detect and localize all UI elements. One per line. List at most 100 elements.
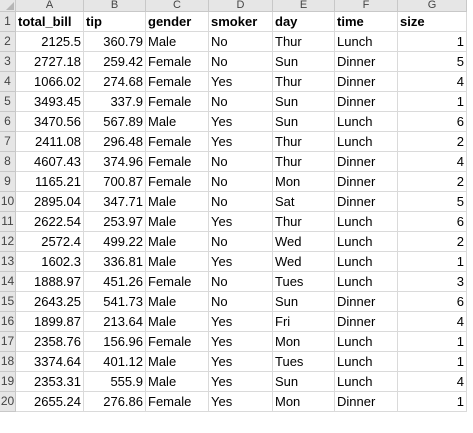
row-header[interactable]: 12 xyxy=(0,232,16,252)
cell-smoker[interactable]: Yes xyxy=(209,352,273,372)
cell-total-bill[interactable]: 2727.18 xyxy=(16,52,84,72)
cell-time[interactable]: Dinner xyxy=(335,52,398,72)
cell-total-bill[interactable]: 2572.4 xyxy=(16,232,84,252)
cell-gender[interactable]: Female xyxy=(146,132,209,152)
cell-gender[interactable]: Male xyxy=(146,212,209,232)
cell-day[interactable]: Thur xyxy=(273,32,335,52)
cell-size[interactable]: 2 xyxy=(398,232,467,252)
header-cell-total-bill[interactable]: total_bill xyxy=(16,12,84,32)
select-all-button[interactable] xyxy=(0,0,16,12)
cell-size[interactable]: 5 xyxy=(398,192,467,212)
cell-size[interactable]: 4 xyxy=(398,152,467,172)
header-cell-gender[interactable]: gender xyxy=(146,12,209,32)
header-cell-size[interactable]: size xyxy=(398,12,467,32)
row-header[interactable]: 7 xyxy=(0,132,16,152)
cell-gender[interactable]: Female xyxy=(146,272,209,292)
column-header-g[interactable]: G xyxy=(398,0,467,12)
cell-size[interactable]: 1 xyxy=(398,92,467,112)
cell-tip[interactable]: 374.96 xyxy=(84,152,146,172)
cell-smoker[interactable]: Yes xyxy=(209,392,273,412)
cell-tip[interactable]: 253.97 xyxy=(84,212,146,232)
cell-day[interactable]: Wed xyxy=(273,252,335,272)
cell-time[interactable]: Dinner xyxy=(335,192,398,212)
cell-day[interactable]: Thur xyxy=(273,212,335,232)
cell-size[interactable]: 1 xyxy=(398,252,467,272)
cell-smoker[interactable]: Yes xyxy=(209,332,273,352)
cell-gender[interactable]: Female xyxy=(146,72,209,92)
cell-size[interactable]: 6 xyxy=(398,292,467,312)
cell-size[interactable]: 6 xyxy=(398,212,467,232)
cell-smoker[interactable]: Yes xyxy=(209,72,273,92)
column-header-b[interactable]: B xyxy=(84,0,146,12)
cell-smoker[interactable]: No xyxy=(209,52,273,72)
cell-smoker[interactable]: No xyxy=(209,92,273,112)
cell-gender[interactable]: Female xyxy=(146,392,209,412)
cell-time[interactable]: Lunch xyxy=(335,252,398,272)
cell-tip[interactable]: 274.68 xyxy=(84,72,146,92)
row-header[interactable]: 2 xyxy=(0,32,16,52)
column-header-d[interactable]: D xyxy=(209,0,273,12)
row-header[interactable]: 1 xyxy=(0,12,16,32)
header-cell-time[interactable]: time xyxy=(335,12,398,32)
cell-tip[interactable]: 700.87 xyxy=(84,172,146,192)
cell-gender[interactable]: Female xyxy=(146,332,209,352)
cell-smoker[interactable]: No xyxy=(209,32,273,52)
cell-day[interactable]: Sun xyxy=(273,52,335,72)
cell-smoker[interactable]: No xyxy=(209,192,273,212)
cell-day[interactable]: Fri xyxy=(273,312,335,332)
cell-tip[interactable]: 451.26 xyxy=(84,272,146,292)
cell-gender[interactable]: Female xyxy=(146,92,209,112)
cell-total-bill[interactable]: 3470.56 xyxy=(16,112,84,132)
cell-total-bill[interactable]: 2622.54 xyxy=(16,212,84,232)
cell-smoker[interactable]: Yes xyxy=(209,252,273,272)
cell-gender[interactable]: Male xyxy=(146,112,209,132)
cell-smoker[interactable]: Yes xyxy=(209,372,273,392)
cell-day[interactable]: Mon xyxy=(273,172,335,192)
cell-time[interactable]: Lunch xyxy=(335,372,398,392)
cell-time[interactable]: Lunch xyxy=(335,32,398,52)
cell-time[interactable]: Lunch xyxy=(335,132,398,152)
cell-total-bill[interactable]: 2643.25 xyxy=(16,292,84,312)
cell-size[interactable]: 3 xyxy=(398,272,467,292)
cell-day[interactable]: Wed xyxy=(273,232,335,252)
cell-total-bill[interactable]: 3493.45 xyxy=(16,92,84,112)
cell-smoker[interactable]: Yes xyxy=(209,312,273,332)
cell-total-bill[interactable]: 1899.87 xyxy=(16,312,84,332)
column-header-f[interactable]: F xyxy=(335,0,398,12)
cell-total-bill[interactable]: 2353.31 xyxy=(16,372,84,392)
row-header[interactable]: 6 xyxy=(0,112,16,132)
cell-time[interactable]: Dinner xyxy=(335,92,398,112)
cell-day[interactable]: Sun xyxy=(273,112,335,132)
cell-time[interactable]: Dinner xyxy=(335,292,398,312)
row-header[interactable]: 13 xyxy=(0,252,16,272)
cell-gender[interactable]: Male xyxy=(146,312,209,332)
cell-total-bill[interactable]: 1066.02 xyxy=(16,72,84,92)
row-header[interactable]: 11 xyxy=(0,212,16,232)
cell-total-bill[interactable]: 2895.04 xyxy=(16,192,84,212)
cell-gender[interactable]: Female xyxy=(146,152,209,172)
cell-total-bill[interactable]: 2655.24 xyxy=(16,392,84,412)
row-header[interactable]: 19 xyxy=(0,372,16,392)
cell-size[interactable]: 4 xyxy=(398,72,467,92)
cell-size[interactable]: 5 xyxy=(398,52,467,72)
cell-gender[interactable]: Male xyxy=(146,32,209,52)
cell-tip[interactable]: 401.12 xyxy=(84,352,146,372)
cell-size[interactable]: 1 xyxy=(398,392,467,412)
cell-tip[interactable]: 499.22 xyxy=(84,232,146,252)
row-header[interactable]: 14 xyxy=(0,272,16,292)
cell-day[interactable]: Thur xyxy=(273,132,335,152)
cell-size[interactable]: 4 xyxy=(398,372,467,392)
cell-size[interactable]: 1 xyxy=(398,332,467,352)
cell-day[interactable]: Sat xyxy=(273,192,335,212)
cell-time[interactable]: Lunch xyxy=(335,212,398,232)
cell-time[interactable]: Dinner xyxy=(335,392,398,412)
cell-time[interactable]: Lunch xyxy=(335,272,398,292)
cell-smoker[interactable]: Yes xyxy=(209,112,273,132)
cell-tip[interactable]: 555.9 xyxy=(84,372,146,392)
cell-tip[interactable]: 296.48 xyxy=(84,132,146,152)
cell-total-bill[interactable]: 2411.08 xyxy=(16,132,84,152)
cell-day[interactable]: Mon xyxy=(273,332,335,352)
cell-time[interactable]: Lunch xyxy=(335,112,398,132)
cell-day[interactable]: Sun xyxy=(273,372,335,392)
cell-gender[interactable]: Male xyxy=(146,292,209,312)
